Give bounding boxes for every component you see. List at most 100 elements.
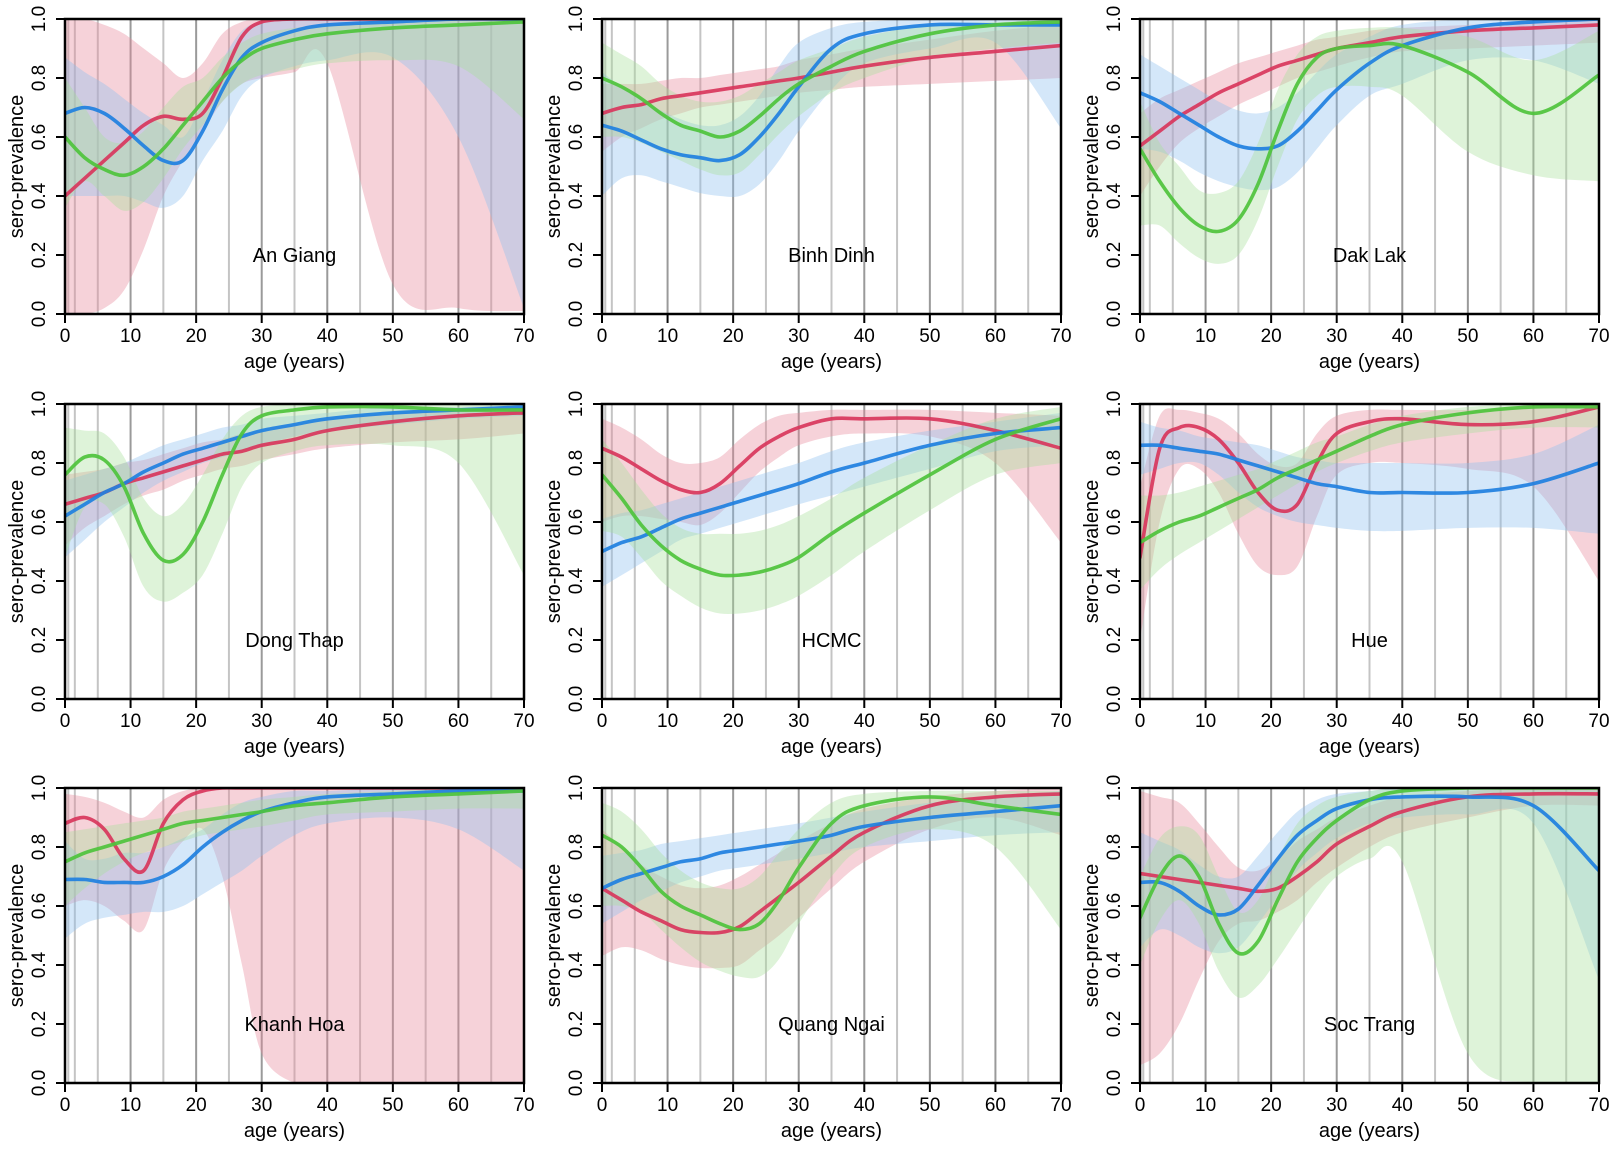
x-tick-label: 20: [723, 711, 744, 732]
reference-lines: [1142, 788, 1568, 1083]
x-axis-title: age (years): [1319, 736, 1420, 758]
x-tick-label: 20: [186, 326, 207, 347]
x-tick-label: 30: [788, 711, 809, 732]
line-green: [1140, 404, 1599, 545]
x-tick-label: 10: [120, 711, 141, 732]
line-green: [602, 20, 1061, 139]
y-tick-label: 1.0: [566, 391, 587, 417]
plot-frame: [1138, 402, 1601, 701]
x-tick-label: 70: [513, 711, 534, 732]
x-tick-label: 70: [513, 326, 534, 347]
y-axis-title: sero-prevalence: [543, 95, 565, 238]
line-red: [1140, 791, 1599, 894]
y-tick-label: 1.0: [29, 6, 50, 32]
y-tick-label: 0.4: [29, 182, 50, 209]
x-tick-label: 60: [985, 326, 1006, 347]
plot-frame: [63, 786, 526, 1085]
confidence-bands: [1140, 788, 1599, 1083]
band-green: [65, 788, 524, 906]
y-tick-label: 0.2: [29, 627, 50, 653]
y-tick-label: 0.4: [1104, 951, 1125, 978]
panel-an-giang: 0 10 20 30 40 50 60 70 0.0 0.2 0.4 0.6 0.8 1.0 age (ye…: [6, 6, 535, 373]
panel-hue: 0 10 20 30 40 50 60 70 0.0 0.2 0.4 0.6 0.8 1.0 age (ye…: [1081, 391, 1610, 758]
line-blue: [602, 425, 1061, 554]
plot-frame: [1138, 17, 1601, 316]
x-tick-label: 30: [788, 326, 809, 347]
plot-frame: [600, 17, 1063, 316]
plot-frame: [1138, 786, 1601, 1085]
x-tick-label: 60: [985, 711, 1006, 732]
y-tick-label: 0.4: [566, 182, 587, 209]
x-axis-title: age (years): [1319, 1120, 1420, 1142]
y-tick-label: 0.8: [566, 65, 587, 91]
line-blue: [65, 19, 524, 166]
reference-lines: [67, 404, 493, 699]
y-tick-label: 0.0: [566, 301, 587, 327]
x-tick-label: 20: [186, 1095, 207, 1116]
y-tick-label: 0.6: [29, 509, 50, 535]
panel-label: Dak Lak: [1333, 245, 1407, 267]
panel-quang-ngai: 0 10 20 30 40 50 60 70 0.0 0.2 0.4 0.6 0.8 1.0 age (ye…: [543, 775, 1072, 1142]
panel-binh-dinh: 0 10 20 30 40 50 60 70 0.0 0.2 0.4 0.6 0.8 1.0 age (ye…: [543, 6, 1072, 373]
x-tick-label: 0: [1135, 326, 1146, 347]
confidence-bands: [65, 788, 524, 1083]
band-green: [65, 19, 524, 211]
y-tick-label: 1.0: [29, 775, 50, 801]
panel-dong-thap: 0 10 20 30 40 50 60 70 0.0 0.2 0.4 0.6 0.8 1.0 age (ye…: [6, 391, 535, 758]
y-tick-label: 0.6: [566, 509, 587, 535]
x-tick-label: 70: [1050, 326, 1071, 347]
x-axis-title: age (years): [781, 351, 882, 373]
line-red: [602, 792, 1061, 935]
x-tick-label: 0: [1135, 1095, 1146, 1116]
band-blue: [65, 19, 524, 309]
y-tick-label: 0.6: [1104, 893, 1125, 919]
confidence-bands: [65, 19, 524, 314]
x-tick-label: 40: [317, 1095, 338, 1116]
x-tick-label: 10: [657, 326, 678, 347]
x-tick-label: 10: [1195, 1095, 1216, 1116]
y-tick-label: 0.8: [29, 834, 50, 860]
band-green: [1140, 404, 1599, 590]
x-axis-title: age (years): [781, 736, 882, 758]
y-tick-label: 1.0: [1104, 391, 1125, 417]
x-tick-label: 50: [919, 326, 940, 347]
y-tick-label: 0.6: [1104, 509, 1125, 535]
x-tick-label: 60: [1523, 711, 1544, 732]
x-tick-label: 0: [60, 326, 71, 347]
panel-label: Quang Ngai: [778, 1014, 885, 1036]
y-tick-label: 0.2: [566, 627, 587, 653]
reference-lines: [604, 19, 1030, 314]
band-red: [1140, 788, 1599, 1066]
y-tick-label: 1.0: [1104, 775, 1125, 801]
y-tick-label: 1.0: [29, 391, 50, 417]
x-tick-label: 40: [854, 711, 875, 732]
line-blue: [1140, 794, 1599, 917]
line-blue: [65, 788, 524, 885]
x-tick-label: 70: [1588, 711, 1609, 732]
line-blue: [1140, 443, 1599, 495]
x-tick-label: 60: [1523, 1095, 1544, 1116]
y-tick-label: 0.2: [1104, 242, 1125, 268]
y-tick-label: 0.2: [566, 242, 587, 268]
band-blue: [65, 404, 524, 558]
plot-frame: [600, 402, 1063, 701]
x-tick-label: 70: [1588, 326, 1609, 347]
band-red: [1140, 404, 1599, 640]
y-tick-label: 0.2: [1104, 627, 1125, 653]
x-tick-label: 20: [1261, 1095, 1282, 1116]
x-tick-label: 20: [1261, 711, 1282, 732]
band-green: [602, 406, 1061, 615]
x-tick-label: 50: [919, 1095, 940, 1116]
y-tick-label: 0.4: [29, 567, 50, 594]
plot-frame: [63, 402, 526, 701]
plot-frame: [63, 17, 526, 316]
y-axis-title: sero-prevalence: [1081, 95, 1103, 238]
band-green: [1140, 788, 1599, 1083]
y-tick-label: 0.0: [1104, 1070, 1125, 1096]
y-tick-label: 0.8: [1104, 65, 1125, 91]
line-green: [65, 404, 524, 564]
y-tick-label: 0.8: [1104, 450, 1125, 476]
y-tick-label: 0.6: [566, 124, 587, 150]
band-blue: [1140, 421, 1599, 534]
